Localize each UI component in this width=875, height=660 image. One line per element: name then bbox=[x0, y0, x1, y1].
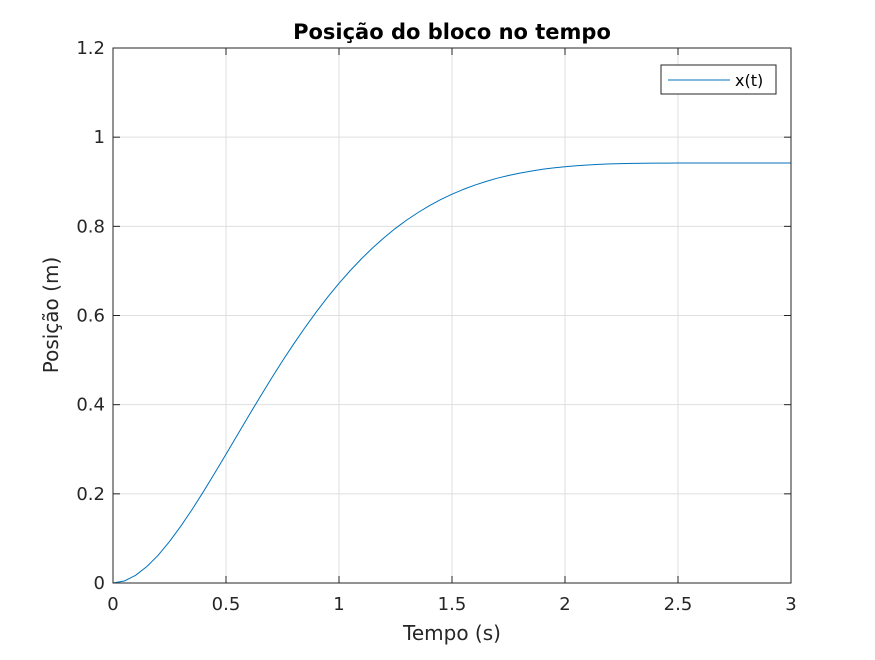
x-tick-label: 2.5 bbox=[664, 594, 693, 615]
y-tick-label: 0.6 bbox=[76, 306, 105, 327]
y-tick-label: 0 bbox=[94, 573, 105, 594]
legend-label-x-t: x(t) bbox=[735, 71, 763, 90]
y-tick-label: 0.4 bbox=[76, 395, 105, 416]
legend: x(t) bbox=[660, 64, 777, 95]
x-tick-label: 0 bbox=[107, 594, 118, 615]
y-tick-label: 0.8 bbox=[76, 216, 105, 237]
ticks: 0 0.5 1 1.5 2 2.5 3 0 0.2 0.4 0.6 0.8 1 1.2 bbox=[76, 38, 796, 615]
x-tick-label: 0.5 bbox=[212, 594, 241, 615]
chart-title: Posição do bloco no tempo bbox=[293, 20, 611, 44]
x-tick-label: 2 bbox=[559, 594, 570, 615]
y-axis-label: Posição (m) bbox=[39, 257, 63, 374]
series-line-x-t bbox=[112, 162, 791, 584]
x-tick-label: 3 bbox=[785, 594, 796, 615]
series-layer bbox=[112, 162, 791, 584]
y-tick-label: 0.2 bbox=[76, 484, 105, 505]
x-tick-label: 1.5 bbox=[438, 594, 467, 615]
y-tick-label: 1.2 bbox=[76, 38, 105, 59]
x-tick-label: 1 bbox=[333, 594, 344, 615]
x-axis-label: Tempo (s) bbox=[402, 621, 501, 645]
y-tick-label: 1 bbox=[94, 127, 105, 148]
